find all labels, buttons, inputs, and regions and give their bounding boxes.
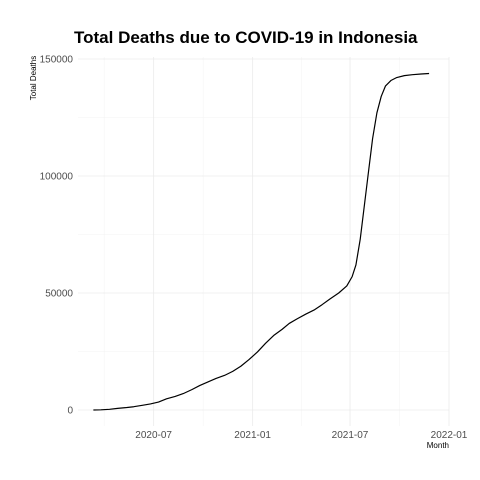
x-tick-label: 2021-07	[332, 430, 369, 441]
x-tick-label: 2022-01	[431, 430, 468, 441]
x-axis-title: Month	[427, 441, 449, 450]
x-tick-label: 2020-07	[135, 430, 172, 441]
y-tick-label: 150000	[40, 55, 74, 66]
series-layer	[93, 72, 430, 411]
y-axis-title: Total Deaths	[29, 56, 38, 100]
minor-gridlines	[78, 57, 449, 426]
series-line	[93, 72, 430, 411]
chart-title: Total Deaths due to COVID-19 in Indonesi…	[74, 28, 418, 47]
major-gridlines	[78, 57, 450, 426]
y-tick-label: 50000	[45, 289, 73, 300]
y-axis-ticks: 0 50000 100000 150000	[40, 55, 74, 417]
y-tick-label: 100000	[40, 172, 74, 183]
y-tick-label: 0	[67, 406, 73, 417]
x-axis-ticks: 2020-07 2021-01 2021-07 2022-01	[135, 430, 468, 441]
x-tick-label: 2021-01	[234, 430, 271, 441]
